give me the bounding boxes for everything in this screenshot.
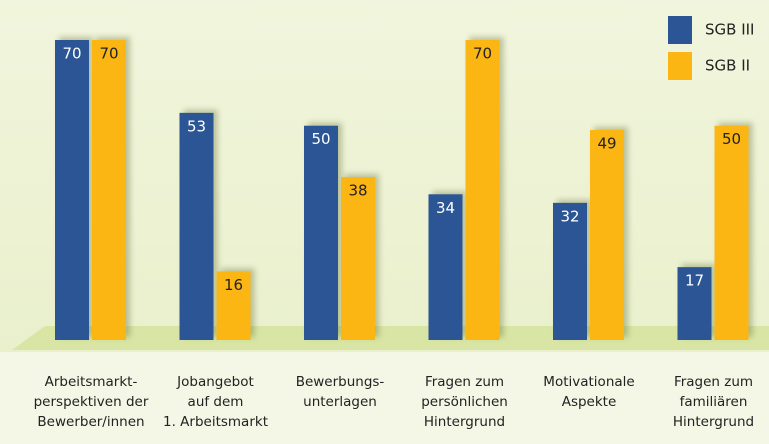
bar <box>179 112 214 340</box>
legend-label: SGB III <box>705 21 754 39</box>
label-band <box>0 352 769 444</box>
x-tick-label: Fragen zum familiären Hintergrund <box>672 374 755 430</box>
bar <box>341 177 375 340</box>
x-tick-label: Bewerbungs- unterlagen <box>295 374 385 410</box>
x-tick-label: Arbeitsmarkt- perspektiven der Bewerber/… <box>33 374 149 430</box>
x-tick-label: Fragen zum persönlichen Hintergrund <box>421 374 508 430</box>
x-tick-label: Motivationale Aspekte <box>543 374 635 410</box>
legend-swatch <box>668 52 692 80</box>
value-label: 50 <box>311 130 330 148</box>
bar <box>92 40 126 340</box>
bar <box>465 40 500 340</box>
value-label: 70 <box>473 45 492 63</box>
value-label: 70 <box>99 45 118 63</box>
bar <box>714 125 749 340</box>
value-label: 38 <box>348 182 367 200</box>
bar <box>677 267 712 340</box>
value-label: 16 <box>224 276 243 294</box>
bar <box>216 271 251 340</box>
bar <box>590 130 624 340</box>
value-label: 50 <box>722 130 741 148</box>
bar <box>428 194 463 340</box>
value-label: 53 <box>187 117 206 135</box>
value-label: 49 <box>597 135 616 153</box>
value-label: 32 <box>560 207 579 225</box>
value-label: 70 <box>62 45 81 63</box>
legend-swatch <box>668 16 692 44</box>
bar <box>304 125 338 340</box>
value-label: 17 <box>685 272 704 290</box>
legend-label: SGB II <box>705 57 750 75</box>
x-tick-label: Jobangebot auf dem 1. Arbeitsmarkt <box>163 374 268 430</box>
bar <box>553 202 587 340</box>
value-label: 34 <box>436 199 455 217</box>
bar <box>55 40 89 340</box>
